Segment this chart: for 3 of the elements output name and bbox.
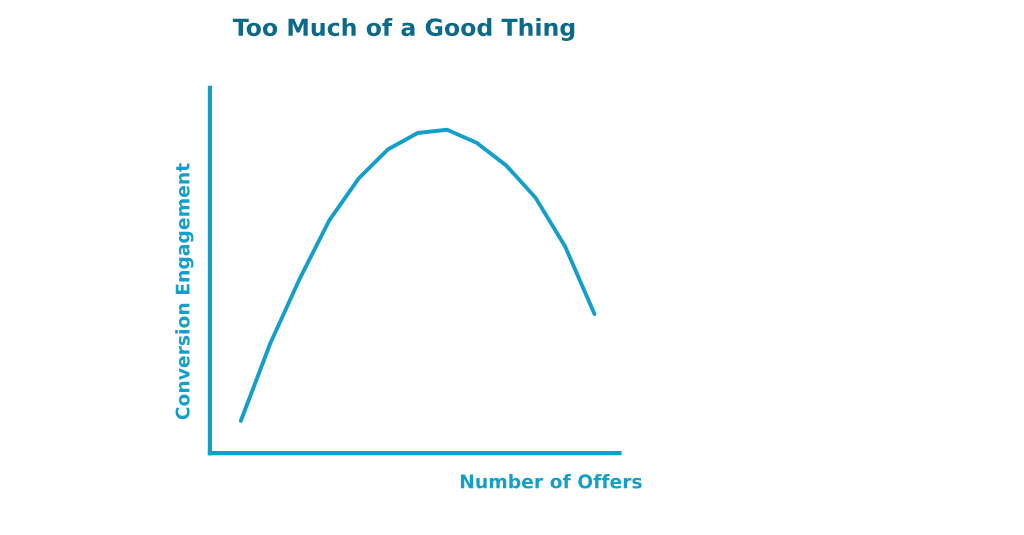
x-axis-title: Number of Offers xyxy=(460,474,642,489)
y-axis-title: Conversion Engagement xyxy=(175,163,194,420)
chart-title: Too Much of a Good Thing xyxy=(232,17,575,41)
